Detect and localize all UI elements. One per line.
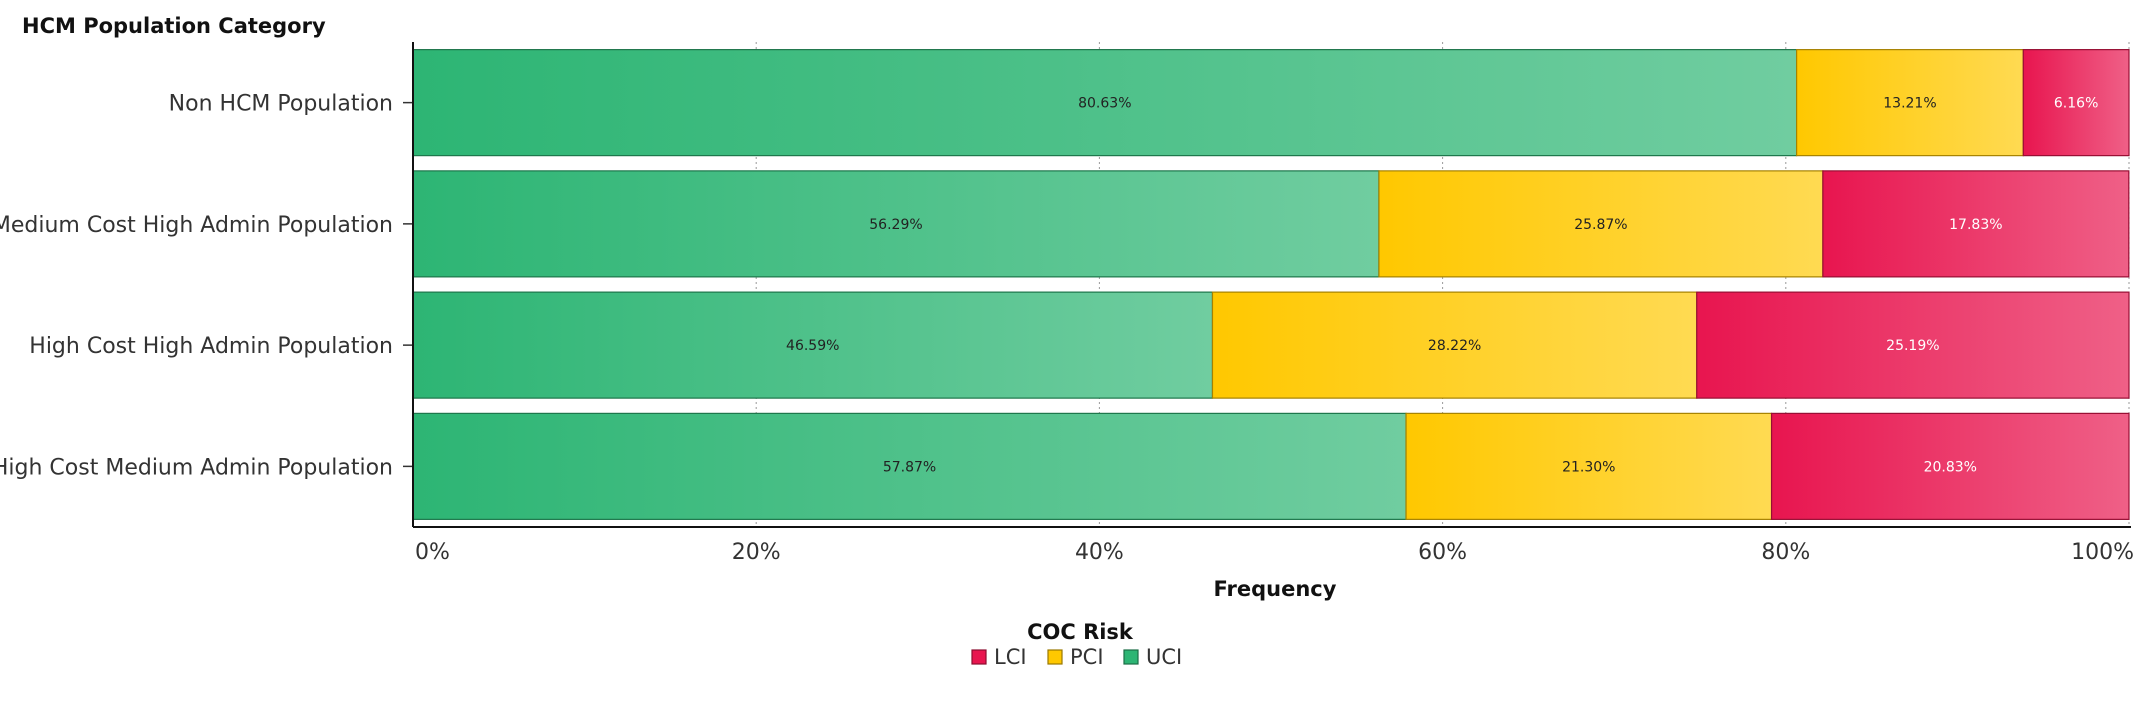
legend-label: LCI (994, 645, 1027, 669)
bar-segment-pci (1211, 291, 1698, 399)
data-label: 13.21% (1883, 96, 1936, 112)
bar-segment-lci (1822, 170, 2130, 278)
bar-segment-uci (412, 412, 1407, 520)
axes: Non HCM Population Medium Cost High Admin… (0, 42, 2134, 565)
data-label: 28.22% (1428, 338, 1481, 354)
y-tick-label: High Cost Medium Admin Population (0, 455, 393, 480)
x-tick-label: 80% (1761, 540, 1810, 565)
y-tick-label: Medium Cost High Admin Population (0, 213, 393, 238)
legend-label: UCI (1146, 645, 1182, 669)
legend-title: COC Risk (1027, 620, 1134, 644)
legend-label: PCI (1070, 645, 1104, 669)
bar-segment-lci (1696, 291, 2130, 399)
bar-segment-lci (2022, 49, 2130, 157)
bar-segment-pci (1796, 49, 2024, 157)
data-label: 21.30% (1562, 459, 1615, 475)
y-tick-label: High Cost High Admin Population (29, 334, 393, 359)
x-tick-label: 0% (415, 540, 450, 565)
x-tick-label: 100% (2071, 540, 2134, 565)
legend: LCI PCI UCI (971, 645, 1182, 669)
bar-segment-pci (1405, 412, 1773, 520)
data-label: 25.87% (1574, 217, 1627, 233)
x-tick-label: 40% (1075, 540, 1124, 565)
data-label: 57.87% (883, 459, 936, 475)
data-label: 6.16% (2054, 96, 2098, 112)
data-label: 20.83% (1924, 459, 1977, 475)
data-label: 25.19% (1886, 338, 1939, 354)
bar-segment-lci (1770, 412, 2130, 520)
data-label: 17.83% (1949, 217, 2002, 233)
bars: 80.63% 13.21% 6.16% 56.29% 25.87% 17.83% 46.59… (412, 49, 2130, 520)
data-label: 80.63% (1078, 96, 1131, 112)
legend-swatch-pci (1047, 649, 1063, 665)
data-label: 56.29% (869, 217, 922, 233)
bar-segment-uci (412, 170, 1380, 278)
y-tick-label: Non HCM Population (169, 92, 393, 117)
x-axis-title: Frequency (1214, 577, 1337, 601)
x-tick-label: 60% (1418, 540, 1467, 565)
data-label: 46.59% (786, 338, 839, 354)
legend-swatch-uci (1123, 649, 1139, 665)
bar-segment-pci (1378, 170, 1824, 278)
bar-segment-uci (412, 291, 1214, 399)
x-tick-label: 20% (732, 540, 781, 565)
y-axis-title: HCM Population Category (22, 14, 326, 38)
legend-swatch-lci (971, 649, 987, 665)
